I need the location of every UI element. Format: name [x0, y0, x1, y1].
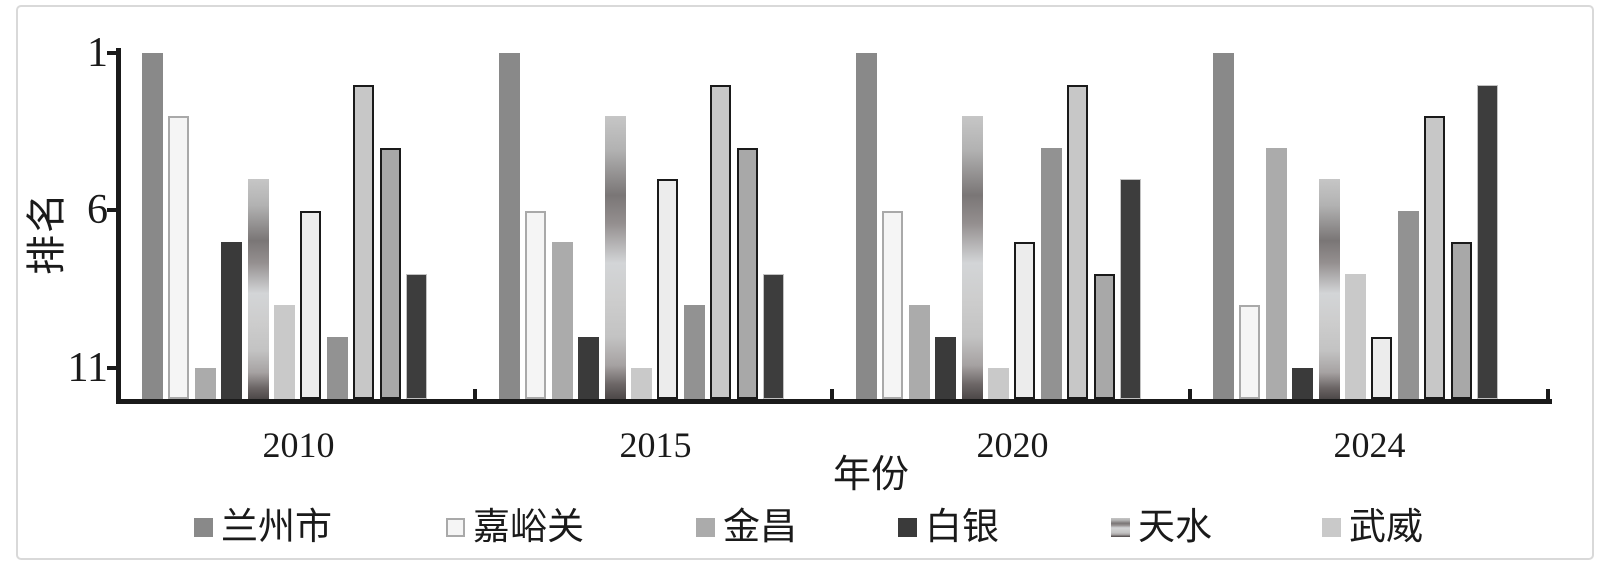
category-label-2010: 2010 [262, 425, 335, 465]
bar-2010-series10 [379, 147, 401, 399]
bar-2020-series4-白银 [935, 336, 957, 399]
legend-item-兰州市: 兰州市 [194, 505, 332, 549]
bar-2015-series9 [710, 84, 732, 399]
y-axis-title: 排名 [24, 191, 69, 275]
category-label-2015: 2015 [619, 425, 692, 465]
bar-2010-series1-兰州市 [142, 53, 163, 399]
legend-item-武威: 武威 [1322, 505, 1423, 549]
legend-swatch-icon [1111, 517, 1130, 537]
bar-2010-series8 [326, 336, 348, 399]
bar-2010-series5-天水 [247, 179, 269, 399]
bar-2020-series1-兰州市 [856, 53, 877, 399]
legend-swatch-icon [696, 517, 715, 537]
legend-swatch-icon [194, 517, 213, 537]
bar-2010-series7 [300, 210, 322, 399]
bar-2010-series3-金昌 [194, 368, 216, 399]
legend-item-嘉峪关: 嘉峪关 [446, 505, 584, 549]
bar-2020-series8 [1040, 147, 1062, 399]
bar-2020-series7 [1014, 242, 1036, 399]
legend-label: 白银 [925, 506, 999, 548]
y-tick-label: 11 [67, 345, 108, 391]
bar-2015-series8 [683, 305, 705, 399]
x-axis-title: 年份 [832, 454, 909, 496]
category-label-2024: 2024 [1333, 425, 1406, 465]
bar-2020-series11 [1119, 179, 1141, 399]
bar-2010-series2-嘉峪关 [168, 116, 190, 399]
bar-2015-series4-白银 [578, 336, 600, 399]
bar-group-2010 [142, 53, 427, 399]
y-tick-mark [107, 208, 117, 212]
bar-2015-series3-金昌 [551, 242, 573, 399]
legend-label: 兰州市 [221, 506, 332, 548]
legend-item-天水: 天水 [1111, 505, 1212, 549]
bar-2015-series7 [657, 179, 679, 399]
y-axis-line [116, 48, 121, 403]
bar-2015-series2-嘉峪关 [525, 210, 547, 399]
bar-2020-series3-金昌 [908, 305, 930, 399]
y-tick-label: 1 [87, 30, 108, 76]
bar-2024-series9 [1424, 116, 1446, 399]
legend-label: 金昌 [723, 506, 797, 548]
bar-group-2024 [1213, 53, 1498, 399]
bar-2020-series9 [1067, 84, 1089, 399]
legend-swatch-icon [898, 517, 917, 537]
legend-label: 天水 [1138, 506, 1212, 548]
legend-label: 武威 [1349, 506, 1423, 548]
bar-2024-series4-白银 [1292, 368, 1314, 399]
bar-2015-series10 [736, 147, 758, 399]
bar-group-2020 [856, 53, 1141, 399]
bar-2024-series1-兰州市 [1213, 53, 1234, 399]
bar-2010-series11 [405, 273, 427, 399]
y-tick-mark [107, 51, 117, 55]
bar-2020-series10 [1093, 273, 1115, 399]
x-tick-mark [1546, 389, 1550, 400]
bar-2020-series2-嘉峪关 [882, 210, 904, 399]
bar-2024-series2-嘉峪关 [1239, 305, 1261, 399]
bar-2015-series6-武威 [630, 368, 652, 399]
bar-group-2015 [499, 53, 784, 399]
chart-frame [16, 5, 1594, 560]
bar-2024-series6-武威 [1344, 273, 1366, 399]
legend-label: 嘉峪关 [473, 506, 584, 548]
x-tick-mark [830, 389, 834, 400]
bar-2024-series7 [1371, 336, 1393, 399]
y-tick-label: 6 [87, 187, 108, 233]
legend-item-白银: 白银 [898, 505, 999, 549]
bar-2020-series5-天水 [961, 116, 983, 399]
legend-swatch-icon [446, 517, 465, 537]
legend-item-金昌: 金昌 [696, 505, 797, 549]
bar-2024-series11 [1476, 84, 1498, 399]
x-axis-line [116, 399, 1552, 404]
bar-2015-series11 [762, 273, 784, 399]
bar-2024-series5-天水 [1318, 179, 1340, 399]
bar-2024-series3-金昌 [1265, 147, 1287, 399]
y-tick-mark [107, 366, 117, 370]
x-tick-mark [1188, 389, 1192, 400]
category-label-2020: 2020 [976, 425, 1049, 465]
bar-2010-series9 [353, 84, 375, 399]
x-tick-mark [473, 389, 477, 400]
bar-2015-series5-天水 [604, 116, 626, 399]
bar-2015-series1-兰州市 [499, 53, 520, 399]
bar-2010-series4-白银 [221, 242, 243, 399]
legend-swatch-icon [1322, 517, 1341, 537]
bar-2010-series6-武威 [273, 305, 295, 399]
bar-2024-series10 [1450, 242, 1472, 399]
bar-2020-series6-武威 [987, 368, 1009, 399]
bar-2024-series8 [1397, 210, 1419, 399]
